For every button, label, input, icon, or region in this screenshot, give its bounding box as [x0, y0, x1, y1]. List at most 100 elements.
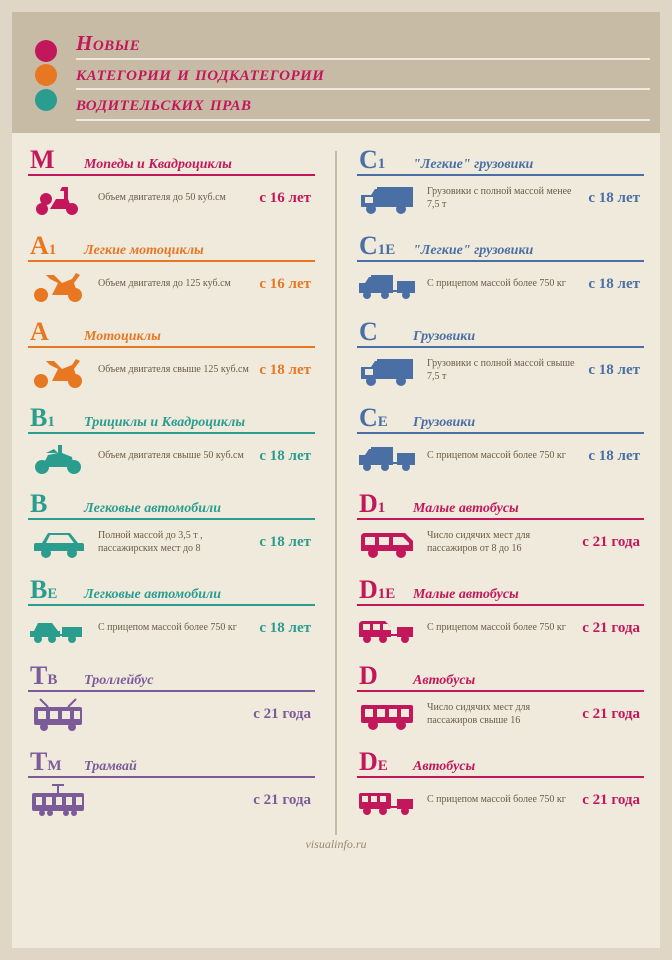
minibus-trailer-icon [357, 609, 417, 649]
item-head: TBТроллейбус [28, 663, 315, 692]
title-block: Новые категории и подкатегории водительс… [76, 30, 650, 121]
column-right: C1"Легкие" грузовикиГрузовики с полной м… [357, 147, 644, 835]
category-code: A1 [30, 233, 74, 259]
item-head: C1E"Легкие" грузовики [357, 233, 644, 262]
category-description: С прицепом массой более 750 кг [425, 622, 574, 635]
age-requirement: с 21 года [253, 706, 313, 723]
item-head: CГрузовики [357, 319, 644, 348]
item-body: Объем двигателя до 50 куб.см с 16 лет [28, 176, 315, 219]
item-head: D1 Малые автобусы [357, 491, 644, 520]
category-title: "Легкие" грузовики [413, 243, 533, 259]
item-head: D1E Малые автобусы [357, 577, 644, 606]
category-description: Грузовики с полной массой свыше 7,5 т [425, 358, 580, 383]
age-requirement: с 21 года [582, 792, 642, 809]
item-head: A Мотоциклы [28, 319, 315, 348]
category-title: "Легкие" грузовики [413, 157, 533, 173]
category-item: D1E Малые автобусы С прицепом массой более… [357, 577, 644, 649]
category-item: B1Трициклы и Квадроциклы Объем двигателя … [28, 405, 315, 477]
truck-icon [357, 179, 417, 219]
category-description: Объем двигателя до 50 куб.см [96, 192, 251, 205]
category-description: Объем двигателя свыше 50 куб.см [96, 450, 251, 463]
category-item: M Мопеды и Квадроциклы Объем двигателя до … [28, 147, 315, 219]
category-code: BE [30, 577, 74, 603]
item-head: BE Легковые автомобили [28, 577, 315, 606]
item-head: A1 Легкие мотоциклы [28, 233, 315, 262]
item-head: DАвтобусы [357, 663, 644, 692]
category-title: Легкие мотоциклы [84, 243, 204, 259]
bus-icon [357, 695, 417, 735]
light-green [35, 89, 57, 111]
moped-icon [28, 179, 88, 219]
age-requirement: с 21 года [582, 620, 642, 637]
item-body: Грузовики с полной массой свыше 7,5 т с 1… [357, 348, 644, 391]
item-head: B Легковые автомобили [28, 491, 315, 520]
content-columns: M Мопеды и Квадроциклы Объем двигателя до … [12, 133, 660, 835]
item-head: M Мопеды и Квадроциклы [28, 147, 315, 176]
item-body: С прицепом массой более 750 кгс 18 лет [357, 434, 644, 477]
category-item: CEГрузовикиС прицепом массой более 750 к… [357, 405, 644, 477]
moto-icon [28, 351, 88, 391]
item-head: C1"Легкие" грузовики [357, 147, 644, 176]
age-requirement: с 18 лет [259, 362, 313, 379]
category-title: Малые автобусы [413, 501, 519, 517]
category-description: Число сидячих мест для пассажиров от 8 д… [425, 530, 574, 555]
age-requirement: с 18 лет [259, 620, 313, 637]
category-code: M [30, 147, 74, 173]
category-item: CГрузовикиГрузовики с полной массой свыш… [357, 319, 644, 391]
minibus-icon [357, 523, 417, 563]
quad-icon [28, 437, 88, 477]
category-code: A [30, 319, 74, 345]
category-item: C1E"Легкие" грузовики С прицепом массой б… [357, 233, 644, 305]
item-body: Грузовики с полной массой менее 7,5 тс 1… [357, 176, 644, 219]
category-code: B [30, 491, 74, 517]
light-yellow [35, 64, 57, 86]
category-title: Автобусы [413, 673, 475, 689]
category-title: Троллейбус [84, 673, 153, 689]
age-requirement: с 18 лет [259, 534, 313, 551]
header: Новые категории и подкатегории водительс… [12, 12, 660, 133]
category-description: Объем двигателя свыше 125 куб.см [96, 364, 251, 377]
category-description: Объем двигателя до 125 куб.см [96, 278, 251, 291]
truck-trailer-icon [357, 265, 417, 305]
age-requirement: с 18 лет [588, 362, 642, 379]
category-item: A Мотоциклы Объем двигателя свыше 125 куб.… [28, 319, 315, 391]
trolley-icon [28, 695, 88, 735]
item-head: DE Автобусы [357, 749, 644, 778]
light-red [35, 40, 57, 62]
category-title: Легковые автомобили [84, 587, 221, 603]
item-body: Полной массой до 3,5 т , пассажирских ме… [28, 520, 315, 563]
category-title: Автобусы [413, 759, 475, 775]
truck-icon [357, 351, 417, 391]
age-requirement: с 21 года [253, 792, 313, 809]
item-body: Число сидячих мест для пассажиров свыше … [357, 692, 644, 735]
item-body: С прицепом массой более 750 кг с 21 года [357, 606, 644, 649]
category-title: Малые автобусы [413, 587, 519, 603]
category-item: BE Легковые автомобили С прицепом массой б… [28, 577, 315, 649]
category-description: С прицепом массой более 750 кг [425, 278, 580, 291]
category-title: Легковые автомобили [84, 501, 221, 517]
infographic-page: Новые категории и подкатегории водительс… [12, 12, 660, 948]
age-requirement: с 16 лет [259, 190, 313, 207]
age-requirement: с 21 года [582, 706, 642, 723]
category-code: D1E [359, 577, 403, 603]
age-requirement: с 18 лет [259, 448, 313, 465]
category-description: Грузовики с полной массой менее 7,5 т [425, 186, 580, 211]
item-head: B1Трициклы и Квадроциклы [28, 405, 315, 434]
age-requirement: с 18 лет [588, 448, 642, 465]
bus-trailer-icon [357, 781, 417, 821]
category-title: Мотоциклы [84, 329, 161, 345]
category-code: D1 [359, 491, 403, 517]
category-description: С прицепом массой более 750 кг [96, 622, 251, 635]
title-line-3: водительских прав [76, 90, 650, 120]
category-title: Мопеды и Квадроциклы [84, 157, 232, 173]
category-item: B Легковые автомобили Полной массой до 3,5… [28, 491, 315, 563]
item-body: С прицепом массой более 750 кг с 18 лет [28, 606, 315, 649]
category-code: DE [359, 749, 403, 775]
category-item: TBТроллейбус с 21 года [28, 663, 315, 735]
category-description: Число сидячих мест для пассажиров свыше … [425, 702, 574, 727]
item-body: с 21 года [28, 692, 315, 735]
category-item: DEАвтобусыС прицепом массой более 750 кг… [357, 749, 644, 821]
category-item: DАвтобусы Число сидячих мест для пассажир… [357, 663, 644, 735]
age-requirement: с 21 года [582, 534, 642, 551]
column-left: M Мопеды и Квадроциклы Объем двигателя до … [28, 147, 315, 835]
